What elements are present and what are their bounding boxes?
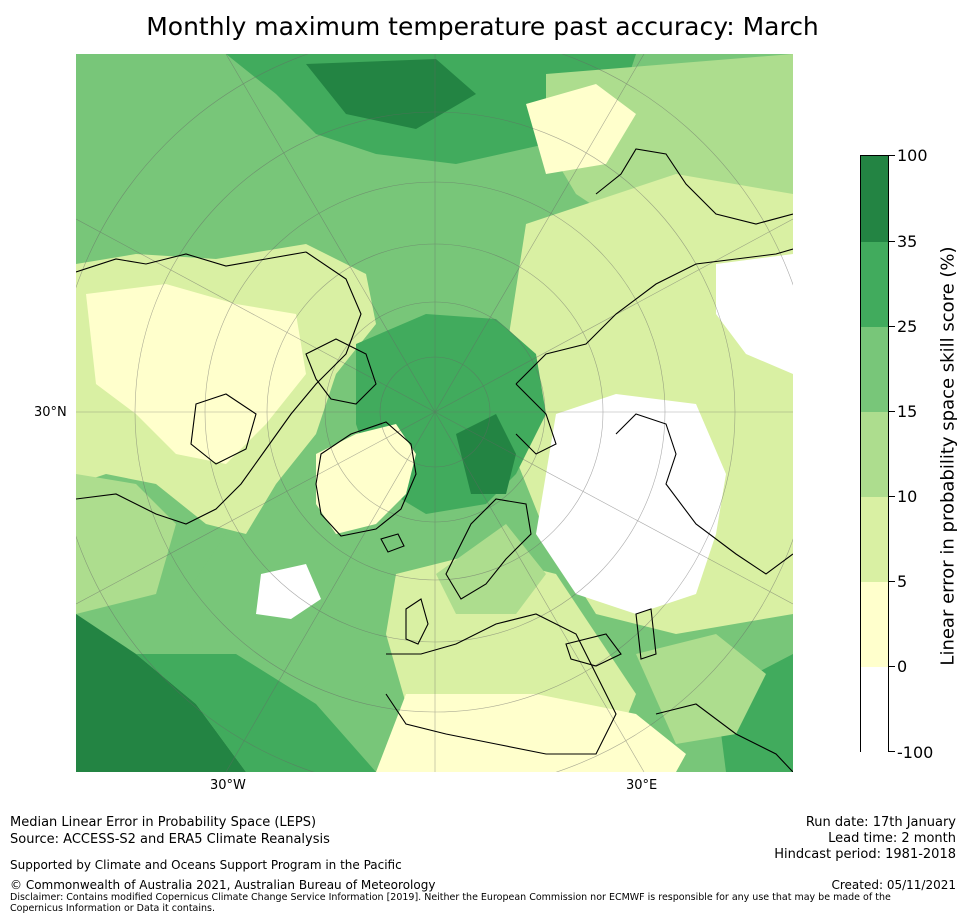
coast-greenland	[315, 421, 417, 537]
field-bering-cream	[526, 84, 636, 174]
colorbar-tick	[889, 666, 895, 667]
colorbar-tick	[889, 241, 895, 242]
colorbar-tick	[889, 581, 895, 582]
field-greenland	[316, 424, 416, 534]
coast-kamchatka	[595, 148, 793, 225]
graticule	[76, 54, 793, 772]
colorbar	[860, 155, 889, 753]
footer-run-date: Run date: 17th January	[805, 815, 956, 830]
colorbar-segment	[861, 412, 888, 497]
coast-hudson	[190, 393, 257, 465]
colorbar-tick	[889, 411, 895, 412]
coast-archipelago	[305, 338, 377, 405]
lon-label-30e: 30°E	[626, 778, 658, 793]
lat-label-30n: 30°N	[34, 405, 67, 420]
colorbar-segment	[861, 497, 888, 582]
colorbar-tick-label: 100	[897, 146, 928, 165]
colorbar-tick-label: 0	[897, 657, 908, 676]
coast-novaya	[515, 383, 557, 455]
colorbar-tick	[889, 326, 895, 327]
coast-south-asia	[655, 703, 793, 772]
field-east-asia-white	[716, 254, 793, 374]
footer-leps: Median Linear Error in Probability Space…	[10, 815, 317, 830]
coast-europe	[385, 613, 617, 755]
coast-alaska	[76, 251, 307, 273]
coast-black-sea	[565, 633, 622, 667]
field-india-light	[636, 634, 766, 744]
coast-caspian	[635, 608, 657, 660]
footer-source: Source: ACCESS-S2 and ERA5 Climate Reana…	[10, 832, 330, 847]
coastlines	[76, 148, 793, 772]
coast-iceland	[380, 533, 405, 553]
colorbar-segment	[861, 667, 888, 753]
colorbar-tick-label: 15	[897, 402, 918, 421]
colorbar-tick-label: 5	[897, 572, 908, 591]
field-atlantic-white	[256, 564, 321, 619]
footer-lead-time: Lead time: 2 month	[828, 831, 956, 846]
coast-east-asia	[615, 413, 793, 575]
field-south-asia-dark	[716, 654, 793, 772]
colorbar-title: Linear error in probability space skill …	[937, 246, 959, 666]
field-north-pacific-deep	[306, 59, 476, 129]
colorbar-segment	[861, 242, 888, 327]
map-svg	[76, 54, 793, 772]
colorbar-tick-label: 35	[897, 232, 918, 251]
colorbar-tick-label: 25	[897, 317, 918, 336]
field-siberia-white	[536, 394, 726, 614]
footer-supported: Supported by Climate and Oceans Support …	[10, 858, 402, 872]
polar-map[interactable]	[76, 54, 793, 772]
coast-north-america	[76, 251, 362, 525]
field-mediterranean	[376, 694, 686, 772]
colorbar-segment	[861, 156, 888, 242]
footer-created: Created: 05/11/2021	[831, 878, 956, 892]
coast-scandinavia	[445, 498, 532, 600]
footer-hindcast: Hindcast period: 1981-2018	[774, 847, 956, 862]
colorbar-tick	[889, 496, 895, 497]
footer-disclaimer: Disclaimer: Contains modified Copernicus…	[10, 892, 891, 914]
field-southwest-dark	[136, 654, 376, 772]
chart-title: Monthly maximum temperature past accurac…	[146, 12, 819, 41]
colorbar-segment	[861, 582, 888, 667]
coast-siberia	[515, 248, 793, 385]
colorbar-tick	[889, 155, 895, 156]
colorbar-tick	[889, 751, 895, 752]
lon-label-30w: 30°W	[210, 778, 246, 793]
colorbar-tick-label: -100	[897, 743, 934, 762]
field-southwest-deep	[76, 614, 246, 772]
colorbar-segment	[861, 327, 888, 412]
colorbar-tick-label: 10	[897, 487, 918, 506]
footer-copyright: © Commonwealth of Australia 2021, Austra…	[10, 878, 436, 892]
coast-britain	[405, 598, 429, 645]
field-north-america-cream	[86, 284, 306, 464]
